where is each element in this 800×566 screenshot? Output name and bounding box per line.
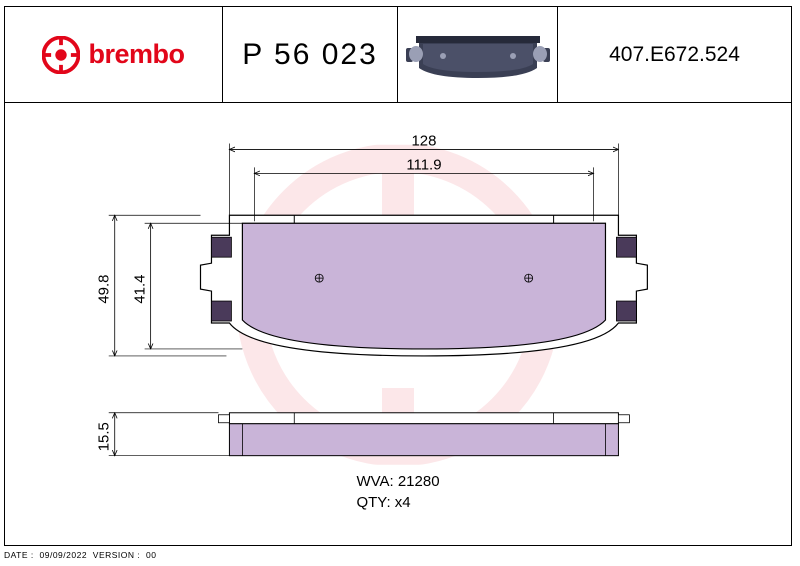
secondary-code-cell: 407.E672.524 — [558, 7, 791, 102]
footer-version-label: VERSION : — [93, 550, 140, 560]
wva-label: WVA: — [356, 473, 393, 490]
qty-line: QTY: x4 — [356, 492, 439, 513]
meta-block: WVA: 21280 QTY: x4 — [356, 471, 439, 513]
drawing-frame: brembo P 56 023 407.E672.524 — [4, 6, 792, 546]
pad-side-view — [218, 413, 629, 456]
brand-logo: brembo — [42, 36, 184, 74]
brand-cell: brembo — [5, 7, 223, 102]
wva-value: 21280 — [398, 473, 440, 490]
footer-version-value: 00 — [146, 550, 156, 560]
footer: DATE : 09/09/2022 VERSION : 00 — [4, 550, 156, 560]
brand-name: brembo — [88, 39, 184, 70]
dim-height-outer-value: 49.8 — [96, 275, 113, 304]
drawing-area: 128 111.9 49.8 41.4 — [5, 103, 791, 545]
footer-date-value: 09/09/2022 — [40, 550, 88, 560]
header-row: brembo P 56 023 407.E672.524 — [5, 7, 791, 103]
part-number: P 56 023 — [242, 38, 378, 72]
product-icon-cell — [398, 7, 558, 102]
wva-line: WVA: 21280 — [356, 471, 439, 492]
part-number-cell: P 56 023 — [223, 7, 398, 102]
secondary-code: 407.E672.524 — [609, 43, 740, 67]
qty-value: x4 — [395, 494, 411, 511]
brake-pad-icon — [403, 26, 553, 84]
pad-front-view — [201, 215, 648, 356]
qty-label: QTY: — [356, 494, 390, 511]
dim-width-outer: 128 — [229, 132, 618, 215]
dim-height-inner-value: 41.4 — [132, 275, 149, 304]
brembo-icon — [42, 36, 80, 74]
dim-width-inner-value: 111.9 — [406, 156, 441, 173]
dim-width-inner: 111.9 — [254, 156, 593, 221]
dim-thickness-value: 15.5 — [96, 422, 113, 451]
footer-date-label: DATE : — [4, 550, 34, 560]
dim-width-outer-value: 128 — [411, 132, 436, 149]
dim-thickness: 15.5 — [96, 413, 230, 456]
